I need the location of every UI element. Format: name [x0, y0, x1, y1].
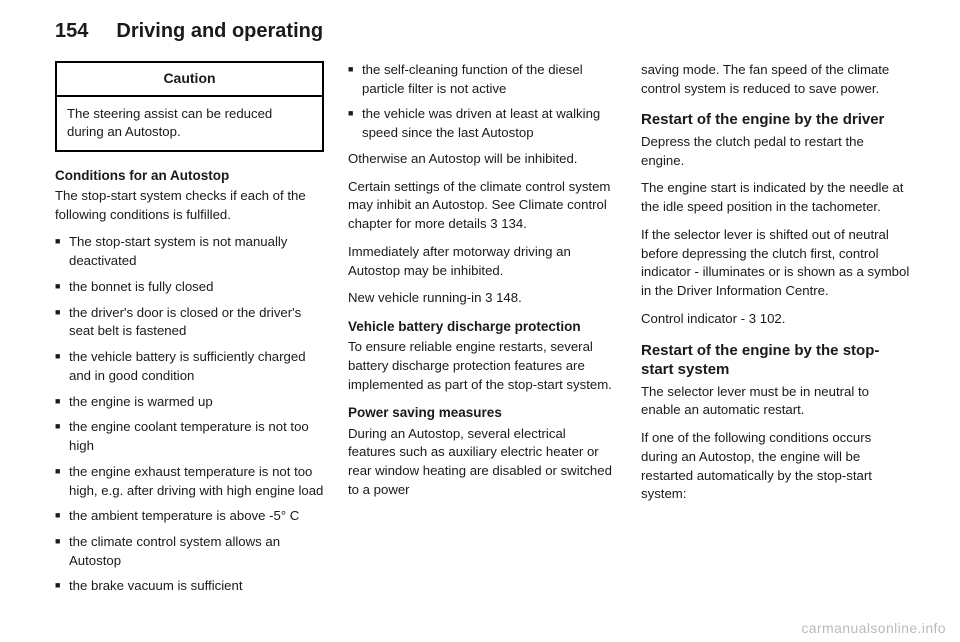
list-item: the engine coolant temperature is not to… — [55, 418, 324, 455]
list-item: the engine exhaust temperature is not to… — [55, 463, 324, 500]
conditions-list-continued: the self-cleaning function of the diesel… — [348, 61, 617, 143]
body-text: During an Autostop, several electrical f… — [348, 425, 617, 500]
body-text: Control indicator - 3 102. — [641, 310, 910, 329]
body-text: If the selector lever is shifted out of … — [641, 226, 910, 301]
conditions-list: The stop-start system is not manually de… — [55, 233, 324, 596]
list-item: the engine is warmed up — [55, 393, 324, 412]
text-span: Control indicator — [641, 311, 741, 326]
list-item: The stop-start system is not manually de… — [55, 233, 324, 270]
body-text: If one of the following conditions occur… — [641, 429, 910, 504]
chapter-title: Driving and operating — [116, 20, 323, 43]
column-1: Caution The steering assist can be reduc… — [55, 61, 324, 603]
body-text: The selector lever must be in neutral to… — [641, 383, 910, 420]
restart-driver-heading: Restart of the engine by the driver — [641, 110, 910, 130]
caution-box: Caution The steering assist can be reduc… — [55, 61, 324, 152]
conditions-intro: The stop-start system checks if each of … — [55, 187, 324, 224]
page-reference: 3 102. — [749, 311, 786, 326]
page-container: 154 Driving and operating Caution The st… — [0, 0, 960, 642]
body-text: The engine start is indicated by the nee… — [641, 179, 910, 216]
text-span: New vehicle running-in — [348, 290, 485, 305]
body-text: New vehicle running-in 3 148. — [348, 289, 617, 308]
page-header: 154 Driving and operating — [55, 20, 910, 43]
battery-protection-heading: Vehicle battery discharge protection — [348, 317, 617, 336]
column-3: saving mode. The fan speed of the climat… — [641, 61, 910, 603]
column-2: the self-cleaning function of the diesel… — [348, 61, 617, 603]
content-columns: Caution The steering assist can be reduc… — [55, 61, 910, 603]
list-item: the vehicle battery is sufficiently char… — [55, 348, 324, 385]
body-text: Immediately after motorway driving an Au… — [348, 243, 617, 280]
body-text: Certain settings of the climate control … — [348, 178, 617, 234]
list-item: the driver's door is closed or the drive… — [55, 304, 324, 341]
caution-title: Caution — [57, 63, 322, 97]
body-text: To ensure reliable engine restarts, seve… — [348, 338, 617, 394]
list-item: the bonnet is fully closed — [55, 278, 324, 297]
list-item: the vehicle was driven at least at walki… — [348, 105, 617, 142]
list-item: the brake vacuum is sufficient — [55, 577, 324, 596]
body-text: Depress the clutch pedal to restart the … — [641, 133, 910, 170]
page-reference: 3 148. — [485, 290, 522, 305]
page-reference: 3 134. — [490, 216, 527, 231]
body-text: saving mode. The fan speed of the climat… — [641, 61, 910, 98]
body-text: Otherwise an Autostop will be inhibited. — [348, 150, 617, 169]
list-item: the self-cleaning function of the diesel… — [348, 61, 617, 98]
page-number: 154 — [55, 20, 88, 43]
caution-body: The steering assist can be reduced durin… — [57, 97, 322, 150]
conditions-heading: Conditions for an Autostop — [55, 166, 324, 185]
list-item: the ambient temperature is above -5° C — [55, 507, 324, 526]
power-saving-heading: Power saving measures — [348, 403, 617, 422]
list-item: the climate control system allows an Aut… — [55, 533, 324, 570]
text-span: Certain settings of the climate control … — [348, 179, 610, 231]
restart-system-heading: Restart of the engine by the stop-start … — [641, 341, 910, 380]
watermark: carmanualsonline.info — [801, 620, 946, 636]
